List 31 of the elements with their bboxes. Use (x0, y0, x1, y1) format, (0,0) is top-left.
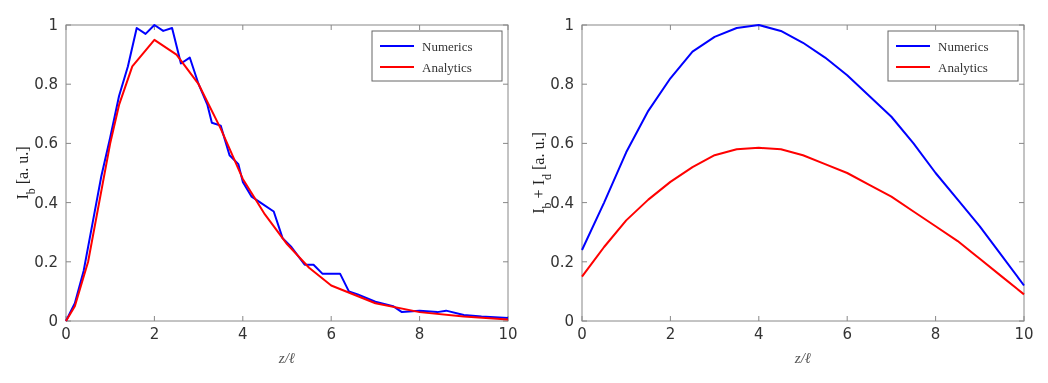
legend-label: Analytics (938, 60, 988, 75)
y-tick-label: 0.4 (34, 193, 58, 212)
y-tick-label: 0 (48, 312, 58, 330)
x-tick-label: 0 (577, 325, 587, 343)
line-series (581, 146, 1025, 296)
legend-label: Numerics (422, 39, 473, 54)
x-tick-label: 6 (842, 325, 852, 343)
y-tick-label: 0.6 (34, 134, 58, 153)
x-tick-label: 2 (149, 325, 160, 343)
legend-label: Analytics (422, 60, 472, 75)
x-axis-title: z/ℓ (793, 350, 812, 366)
x-tick-label: 10 (1014, 325, 1034, 343)
y-tick-label: 0.2 (550, 252, 574, 271)
y-tick-label: 0.6 (550, 134, 574, 153)
line-series (581, 24, 1025, 287)
x-tick-label: 8 (414, 325, 425, 343)
x-tick-label: 4 (238, 325, 248, 343)
x-tick-label: 4 (754, 325, 764, 343)
x-axis-title: z/ℓ (277, 350, 296, 366)
y-tick-label: 1 (564, 16, 574, 34)
x-tick-label: 0 (61, 325, 71, 343)
x-tick-label: 8 (930, 325, 941, 343)
x-tick-label: 2 (665, 325, 676, 343)
y-tick-label: 0.2 (34, 252, 58, 271)
y-tick-label: 0 (564, 312, 574, 330)
legend-label: Numerics (938, 39, 989, 54)
y-tick-label: 0.8 (34, 75, 58, 94)
x-tick-label: 6 (326, 325, 336, 343)
x-tick-label: 10 (498, 325, 518, 343)
y-tick-label: 1 (48, 16, 58, 34)
y-tick-label: 0.8 (550, 75, 574, 94)
